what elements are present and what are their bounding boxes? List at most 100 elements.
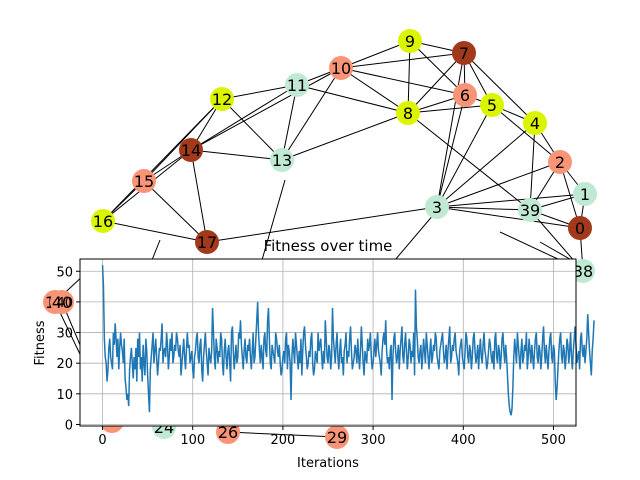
graph-node-label: 11 (287, 76, 307, 95)
graph-node-12: 12 (210, 87, 234, 111)
graph-node-16: 16 (91, 209, 115, 233)
graph-node-label: 17 (197, 233, 217, 252)
graph-edge-4-39 (529, 122, 536, 211)
graph-node-15: 15 (132, 169, 156, 193)
graph-edge-11-8 (296, 84, 409, 114)
graph-node-label: 5 (487, 96, 497, 115)
y-tick-label: 40 (56, 296, 73, 311)
graph-edge-11-12 (221, 84, 298, 100)
graph-edge-26-29 (227, 431, 338, 438)
x-tick-label: 400 (451, 433, 476, 448)
graph-node-8: 8 (396, 101, 420, 125)
graph-edge-5-2 (491, 104, 561, 163)
graph-node-9: 9 (398, 29, 422, 53)
graph-node-circle (270, 148, 294, 172)
graph-edge-8-5 (407, 104, 493, 114)
graph-node-circle (425, 195, 449, 219)
graph-node-40: 40 (50, 290, 74, 314)
y-axis-label: Fitness (33, 320, 48, 365)
graph-node-circle (518, 198, 542, 222)
x-tick-label: 500 (541, 433, 566, 448)
graph-edge-7-3 (436, 52, 465, 208)
graph-node-circle (195, 230, 219, 254)
graph-node-circle (285, 73, 309, 97)
y-axis-ticks: 0 10 20 30 40 50 (56, 265, 80, 433)
x-tick-label: 100 (180, 433, 205, 448)
graph-node-circle (398, 29, 422, 53)
graph-edge-3-17 (206, 206, 438, 243)
graph-node-circle (453, 83, 477, 107)
graph-node-label: 0 (575, 219, 585, 238)
graph-edge-9-8 (407, 40, 411, 114)
graph-edge-1-3 (436, 193, 586, 208)
graph-node-0: 0 (568, 216, 592, 240)
graph-node-circle (571, 259, 595, 283)
graph-node-label: 15 (134, 172, 154, 191)
graph-edge-8-39 (407, 112, 531, 211)
graph-node-label: 3 (432, 198, 442, 217)
graph-edge-16-17 (102, 220, 208, 243)
graph-edge-6-3 (436, 94, 466, 208)
graph-node-circle (50, 290, 74, 314)
graph-node-label: 14 (181, 141, 201, 160)
graph-edge-15-17 (143, 180, 208, 243)
graph-node-11: 11 (285, 73, 309, 97)
graph-edge-7-4 (463, 52, 536, 124)
graph-edge-10-13 (281, 67, 342, 161)
x-tick-label: 0 (98, 433, 106, 448)
graph-node-2: 2 (548, 150, 572, 174)
graph-node-label: 16 (93, 212, 113, 231)
graph-node-label: 1 (580, 185, 590, 204)
graph-node-label: 8 (403, 104, 413, 123)
graph-edge-4-3 (436, 122, 536, 208)
series-line-fitness (101, 265, 595, 416)
graph-edge-stub (261, 179, 286, 261)
graph-node-label: 40 (52, 293, 72, 312)
graph-node-label: 39 (520, 201, 540, 220)
graph-edge-3-39 (436, 206, 531, 211)
graph-node-circle (329, 56, 353, 80)
graph-edge-9-10 (340, 40, 411, 69)
graph-node-circle (396, 101, 420, 125)
graph-node-label: 7 (459, 44, 469, 63)
graph-node-label: 26 (218, 423, 238, 442)
graph-edge-2-3 (436, 161, 561, 208)
graph-node-circle (573, 182, 597, 206)
graph-node-39: 39 (518, 198, 542, 222)
graph-edge-11-14 (190, 84, 298, 151)
graph-node-circle (325, 425, 349, 449)
graph-edge-10-8 (340, 67, 409, 114)
graph-node-14: 14 (179, 138, 203, 162)
graph-edge-stub (151, 239, 161, 261)
graph-node-circle (210, 87, 234, 111)
graph-node-label: 9 (405, 32, 415, 51)
graph-node-label: 6 (460, 86, 470, 105)
graph-edge-14-13 (190, 149, 283, 161)
graph-edge-stub (499, 231, 561, 261)
graph-node-10: 10 (329, 56, 353, 80)
graph-edge-10-6 (340, 67, 466, 96)
graph-node-circle (132, 169, 156, 193)
graph-node-circle (523, 111, 547, 135)
graph-node-38: 38 (571, 259, 595, 283)
y-tick-label: 10 (56, 388, 73, 403)
chart-title: Fitness over time (264, 237, 393, 255)
graph-node-label: 38 (573, 262, 593, 281)
graph-node-1: 1 (573, 182, 597, 206)
graph-node-label: 12 (212, 90, 232, 109)
graph-edge-8-7 (407, 52, 465, 114)
graph-node-13: 13 (270, 148, 294, 172)
graph-edge-10-14 (190, 67, 342, 151)
x-axis-ticks: 0 100 200 300 400 500 (98, 426, 566, 448)
graph-node-label: 4 (530, 114, 540, 133)
graph-node-17: 17 (195, 230, 219, 254)
graph-edge-0-3 (436, 206, 581, 229)
x-tick-label: 200 (270, 433, 295, 448)
graph-edge-12-16 (102, 98, 223, 222)
x-tick-label: 300 (361, 433, 386, 448)
graph-edge-10-7 (340, 52, 465, 69)
graph-node-5: 5 (480, 93, 504, 117)
graph-node-circle (91, 209, 115, 233)
graph-edge-5-3 (436, 104, 493, 208)
plot-frame (79, 258, 577, 427)
